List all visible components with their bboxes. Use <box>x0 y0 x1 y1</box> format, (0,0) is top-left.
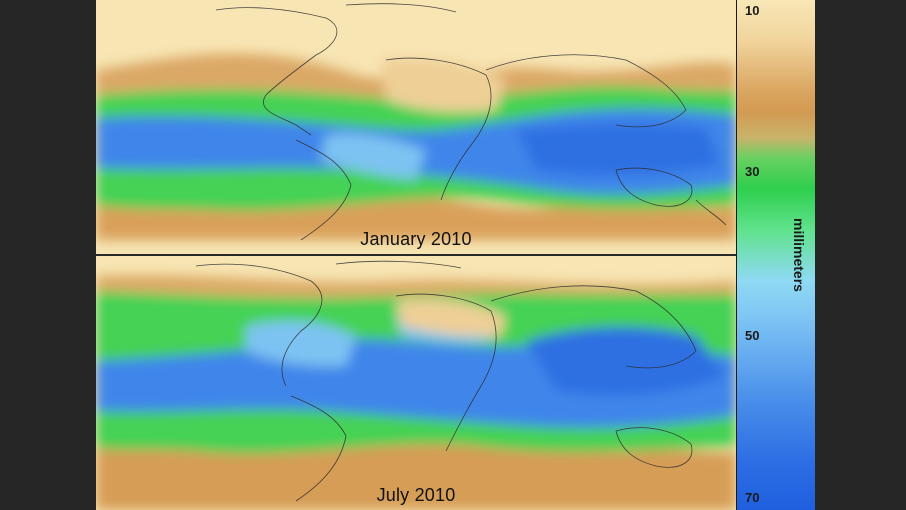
map-label-january: January 2010 <box>360 229 472 249</box>
colorbar-tick: 70 <box>745 490 760 505</box>
colorbar-unit-label: millimeters <box>791 218 807 292</box>
map-panel-july: July 2010 <box>96 256 736 510</box>
panel-divider <box>96 254 736 256</box>
map-panel-january: January 2010 <box>96 0 736 254</box>
colorbar-tick: 10 <box>745 3 760 18</box>
precipitable-water-figure: January 2010 <box>96 0 815 510</box>
map-label-july: July 2010 <box>376 485 456 505</box>
colorbar-tick: 50 <box>745 328 760 343</box>
world-map-january <box>96 0 736 254</box>
colorbar-tick: 30 <box>745 164 760 179</box>
world-map-july <box>96 256 736 510</box>
colorbar: 10 30 50 70 millimeters <box>736 0 815 510</box>
